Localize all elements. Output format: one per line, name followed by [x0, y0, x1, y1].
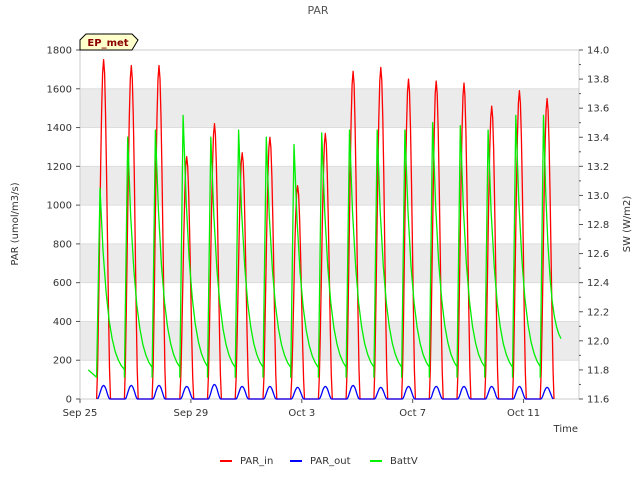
x-tick-label: Oct 11: [507, 408, 540, 419]
site-badge: EP_met: [79, 33, 139, 51]
x-tick-label: Oct 3: [288, 408, 315, 419]
y2-tick-label: 12.4: [587, 278, 609, 289]
y2-tick-label: 12.6: [587, 249, 609, 260]
y2-axis-title: SW (W/m2): [622, 196, 633, 253]
x-tick-label: Oct 7: [399, 408, 426, 419]
y-tick-label: 1400: [47, 123, 72, 134]
y-tick-label: 1000: [47, 201, 72, 212]
y-axis-title: PAR (umol/m3/s): [10, 182, 21, 265]
y2-tick-label: 12.0: [587, 336, 609, 347]
legend: PAR_in PAR_out BattV: [220, 456, 418, 467]
x-axis-title: Time: [553, 424, 578, 435]
x-tick-label: Sep 29: [174, 408, 209, 419]
y2-tick-label: 12.8: [587, 220, 609, 231]
series-line-par-in: [95, 59, 555, 400]
legend-label: PAR_out: [310, 456, 351, 467]
y-axis-left: 0 200 400 600 800 1000 1200 1400 1600 1800: [47, 46, 80, 406]
y2-tick-label: 11.8: [587, 365, 609, 376]
y-tick-label: 400: [53, 317, 72, 328]
badge-label: EP_met: [87, 38, 128, 49]
y-tick-label: 600: [53, 278, 72, 289]
series-line-par-out: [96, 383, 554, 400]
y2-tick-label: 12.2: [587, 307, 609, 318]
y2-tick-label: 13.6: [587, 104, 609, 115]
y2-tick-label: 13.4: [587, 133, 609, 144]
grid-band: [80, 166, 579, 206]
y-tick-label: 1800: [47, 46, 72, 57]
y-tick-label: 800: [53, 239, 72, 250]
y2-tick-label: 11.6: [587, 395, 609, 406]
y2-tick-label: 13.0: [587, 191, 609, 202]
chart-title: PAR: [307, 4, 328, 17]
y-axis-right: 11.6 11.8 12.0 12.2 12.4 12.6 12.8 13.0 13.2 13.4…: [579, 46, 609, 406]
y2-tick-label: 14.0: [587, 46, 609, 57]
grid-band: [80, 321, 579, 361]
y-tick-label: 1600: [47, 84, 72, 95]
y-tick-label: 200: [53, 356, 72, 367]
y2-tick-label: 13.8: [587, 75, 609, 86]
legend-label: BattV: [390, 456, 418, 467]
plot-area: [79, 49, 580, 400]
series-line-battv: [87, 114, 562, 378]
y-tick-label: 0: [66, 395, 72, 406]
grid-band: [80, 88, 579, 128]
legend-label: PAR_in: [240, 456, 273, 467]
y-tick-label: 1200: [47, 162, 72, 173]
x-tick-label: Sep 25: [63, 408, 98, 419]
badge-shape: [79, 33, 139, 51]
x-axis: Sep 25 Sep 29 Oct 3 Oct 7 Oct 11: [63, 399, 540, 419]
y2-tick-label: 13.2: [587, 162, 609, 173]
